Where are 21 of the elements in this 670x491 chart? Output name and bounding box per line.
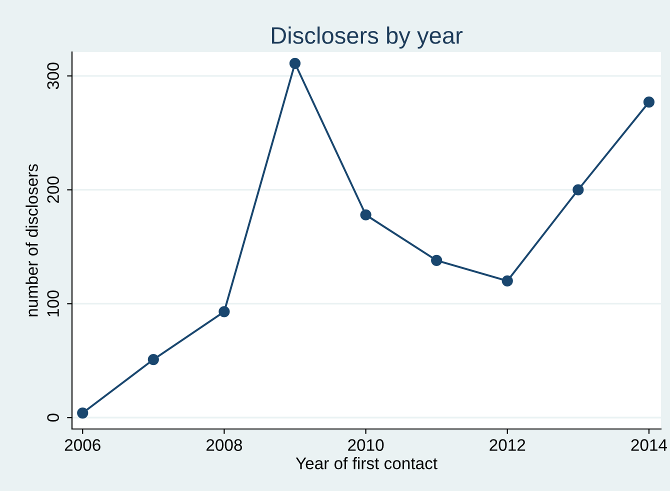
point <box>572 184 584 196</box>
point <box>502 275 513 286</box>
y-tick-label: 200 <box>47 176 59 203</box>
chart-title: Disclosers by year <box>272 26 463 49</box>
x-axis-title: Year of first contact <box>296 457 438 470</box>
point <box>643 96 655 108</box>
y-axis-title: number of disclosers <box>26 164 38 316</box>
x-tick-label: 2014 <box>631 439 668 451</box>
point <box>360 209 372 220</box>
x-tick-label: 2006 <box>64 439 100 451</box>
x-tick-label: 2012 <box>490 439 526 451</box>
point <box>289 58 301 69</box>
x-tick-label: 2008 <box>206 439 242 451</box>
y-tick-label: 0 <box>47 414 59 422</box>
point <box>431 254 442 266</box>
point <box>77 408 88 419</box>
point <box>218 306 230 318</box>
point <box>148 354 159 366</box>
y-tick-label: 300 <box>47 62 59 90</box>
x-tick-label: 2010 <box>348 439 384 451</box>
y-tick-label: 100 <box>47 290 59 316</box>
